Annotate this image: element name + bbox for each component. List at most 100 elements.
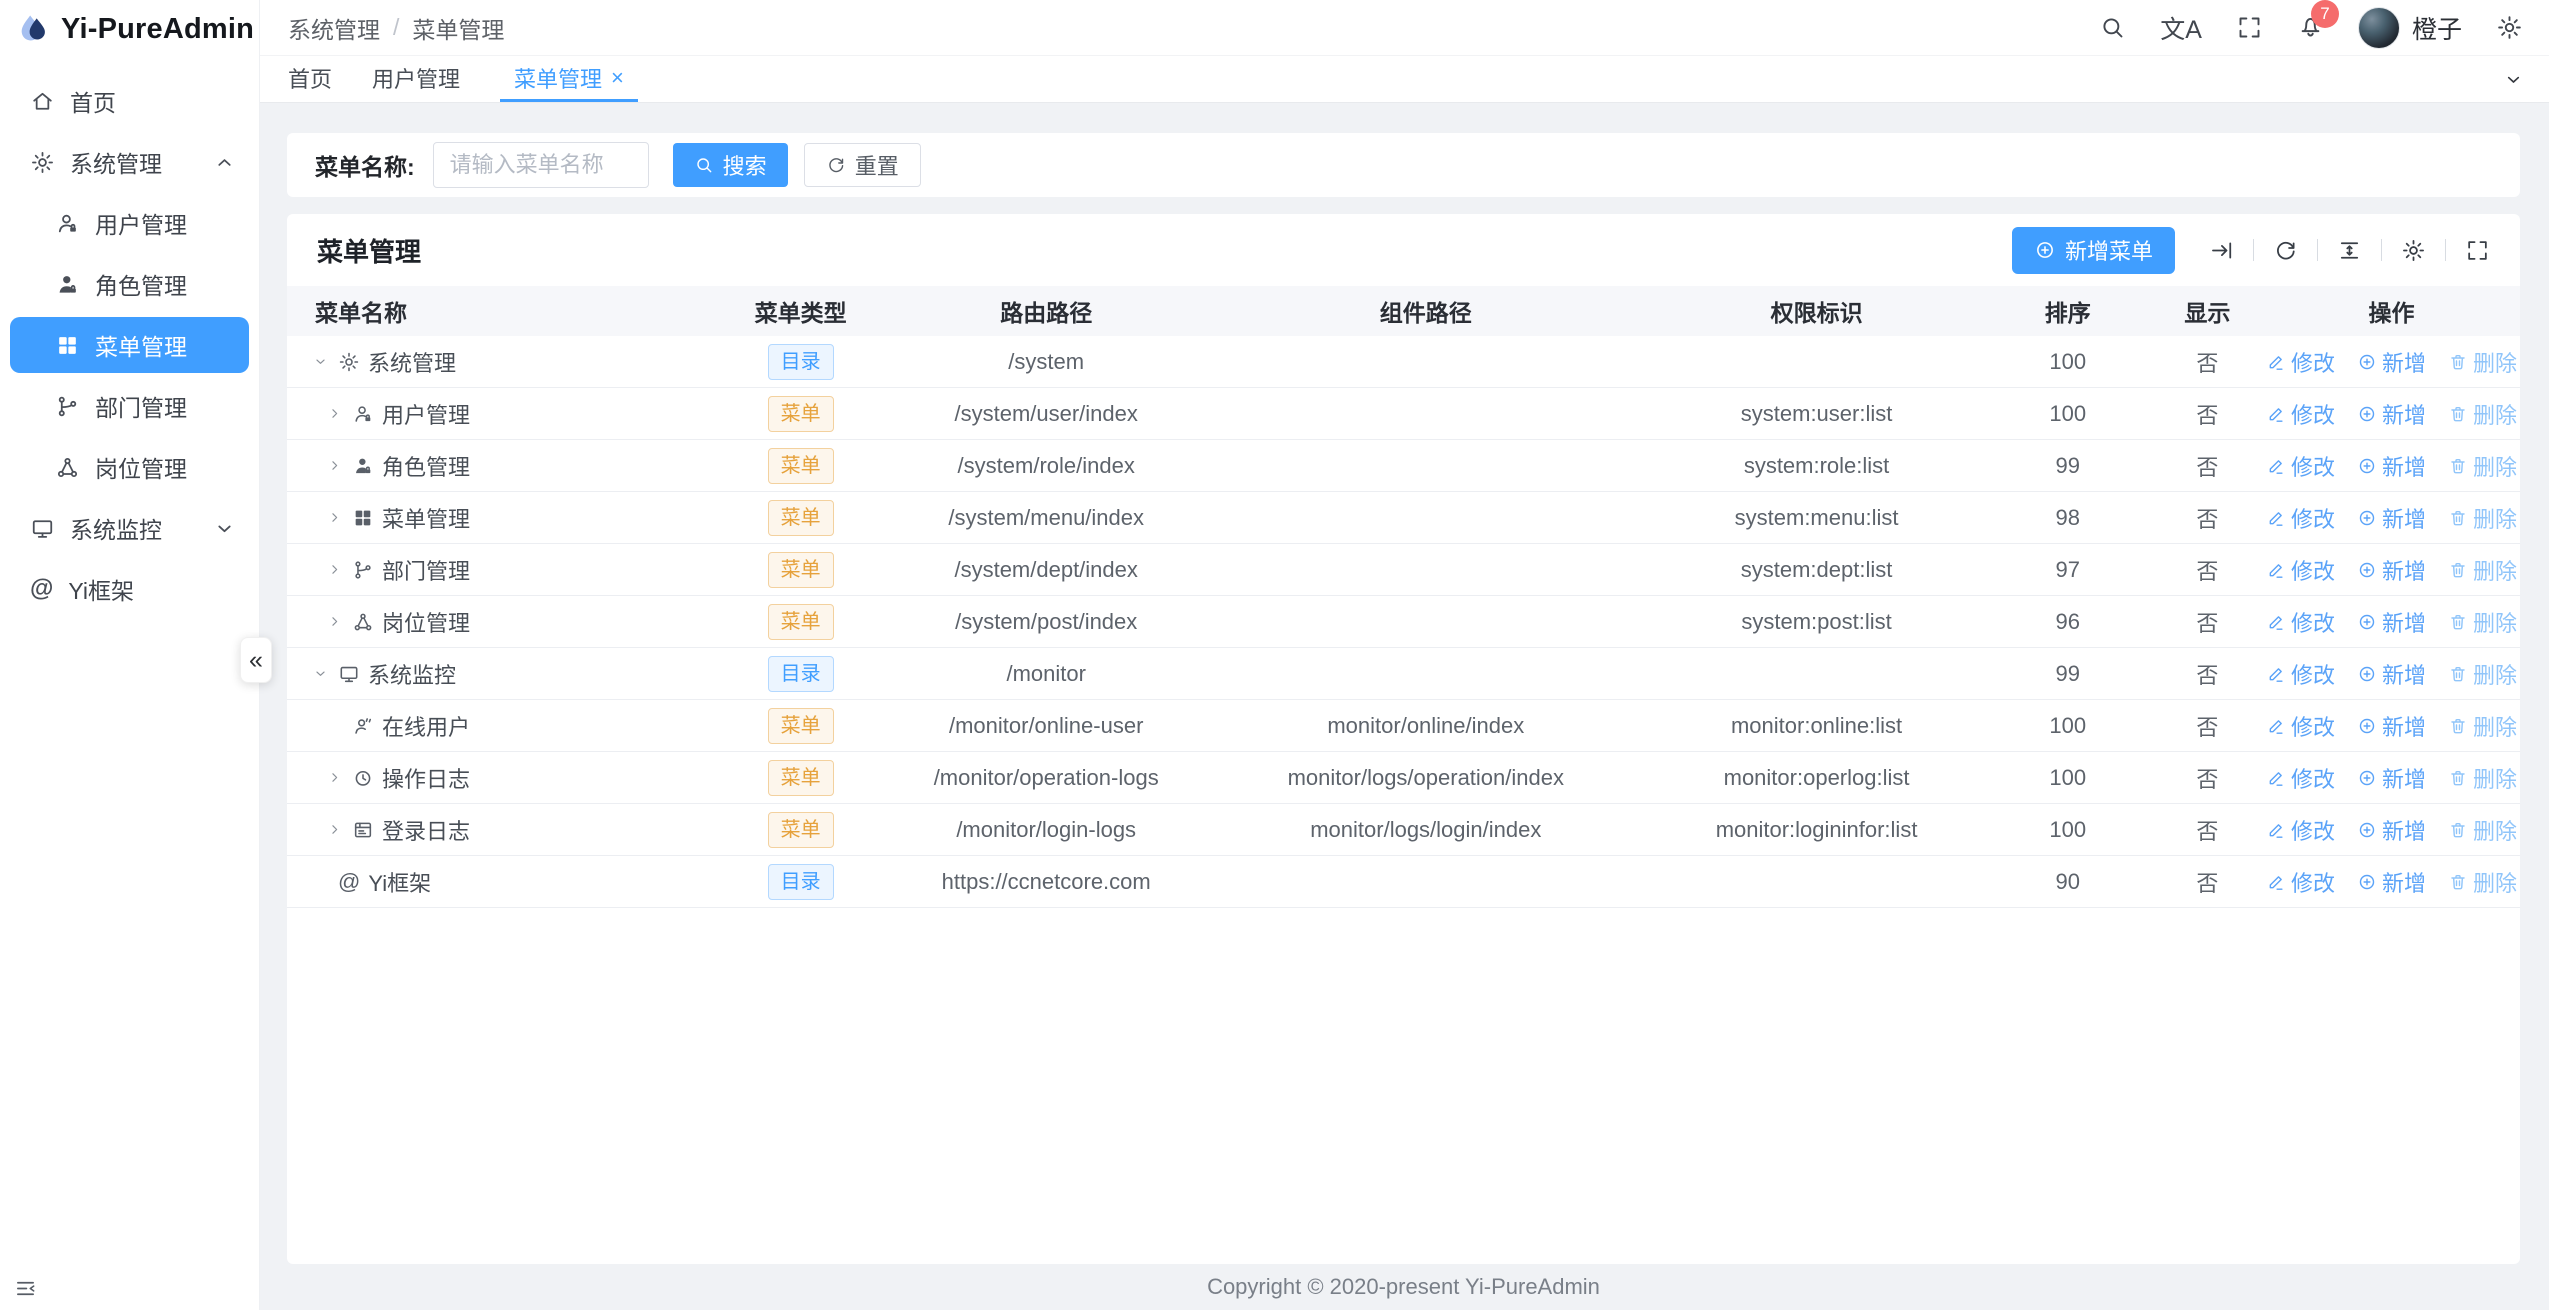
add-link[interactable]: 新增 <box>2357 814 2426 846</box>
app-logo[interactable]: Yi-PureAdmin <box>0 0 259 58</box>
column-header-visible: 显示 <box>2184 300 2231 326</box>
table-fullscreen-icon[interactable] <box>2465 238 2490 263</box>
add-link[interactable]: 新增 <box>2357 606 2426 638</box>
row-chevron-right-icon[interactable] <box>326 821 344 838</box>
translate-icon[interactable]: 文A <box>2160 15 2202 44</box>
row-density-icon[interactable] <box>2337 238 2362 263</box>
reset-button[interactable]: 重置 <box>803 143 921 187</box>
cell-menu-name: 系统监控 <box>287 658 711 690</box>
menu-name-text: 操作日志 <box>382 766 471 792</box>
cell-menu-type: 目录 <box>711 863 890 900</box>
sidebar-item-Yi框架[interactable]: @ Yi框架 <box>0 561 259 617</box>
edit-link[interactable]: 修改 <box>2266 554 2335 586</box>
add-menu-button[interactable]: 新增菜单 <box>2011 226 2175 274</box>
plus-circle-icon <box>2357 508 2377 528</box>
add-link[interactable]: 新增 <box>2357 866 2426 898</box>
table-card-header: 菜单管理 新增菜单 <box>287 214 2520 286</box>
sidebar-item-首页[interactable]: 首页 <box>0 73 259 129</box>
delete-link[interactable]: 删除 <box>2448 710 2517 742</box>
trash-icon <box>2448 560 2468 580</box>
add-link[interactable]: 新增 <box>2357 398 2426 430</box>
tab-user-management[interactable]: 用户管理 <box>372 56 460 102</box>
delete-link[interactable]: 删除 <box>2448 398 2517 430</box>
fullscreen-icon[interactable] <box>2236 14 2263 41</box>
user-menu[interactable]: 橙子 <box>2357 6 2462 49</box>
cell-actions: 修改 新增 删除 <box>2263 606 2520 638</box>
row-chevron-down-icon[interactable] <box>312 665 330 682</box>
sidebar-item-系统监控[interactable]: 系统监控 <box>0 500 259 556</box>
tab-options-button[interactable] <box>2478 56 2549 102</box>
add-link[interactable]: 新增 <box>2357 710 2426 742</box>
tab-home[interactable]: 首页 <box>288 56 332 102</box>
expand-all-icon[interactable] <box>2209 238 2234 263</box>
menu-type-badge: 菜单 <box>767 499 834 536</box>
add-link[interactable]: 新增 <box>2357 554 2426 586</box>
edit-link[interactable]: 修改 <box>2266 606 2335 638</box>
edit-link[interactable]: 修改 <box>2266 346 2335 378</box>
trash-icon <box>2448 612 2468 632</box>
menu-name-text: 登录日志 <box>382 818 471 844</box>
sidebar-item-部门管理[interactable]: 部门管理 <box>0 378 259 434</box>
sidebar-item-系统管理[interactable]: 系统管理 <box>0 134 259 190</box>
row-chevron-right-icon[interactable] <box>326 457 344 474</box>
monitor-icon <box>30 516 55 541</box>
sidebar-item-label: 岗位管理 <box>95 456 187 482</box>
delete-link[interactable]: 删除 <box>2448 762 2517 794</box>
add-link[interactable]: 新增 <box>2357 658 2426 690</box>
table-header-row: 菜单名称 菜单类型 路由路径 组件路径 权限标识 排序 显示 操作 <box>287 286 2520 336</box>
table-row: @ Yi框架 目录 https://ccnetcore.com 90 否 修改 新增 删除 <box>287 856 2520 908</box>
cell-menu-type: 目录 <box>711 655 890 692</box>
sidebar-item-用户管理[interactable]: 用户管理 <box>0 195 259 251</box>
search-button[interactable]: 搜索 <box>672 143 788 187</box>
tab-menu-management[interactable]: 菜单管理 × <box>500 56 638 102</box>
row-chevron-down-icon[interactable] <box>312 353 330 370</box>
cell-menu-type: 菜单 <box>711 395 890 432</box>
plus-circle-icon <box>2357 872 2377 892</box>
delete-link[interactable]: 删除 <box>2448 866 2517 898</box>
dept-icon <box>55 394 80 419</box>
sidebar-item-岗位管理[interactable]: 岗位管理 <box>0 439 259 495</box>
edit-link[interactable]: 修改 <box>2266 710 2335 742</box>
delete-link[interactable]: 删除 <box>2448 814 2517 846</box>
edit-link[interactable]: 修改 <box>2266 814 2335 846</box>
row-chevron-right-icon[interactable] <box>326 405 344 422</box>
sidebar-item-菜单管理[interactable]: 菜单管理 <box>10 317 249 373</box>
settings-gear-icon[interactable] <box>2496 14 2523 41</box>
add-link[interactable]: 新增 <box>2357 450 2426 482</box>
menu-name-text: 岗位管理 <box>382 610 471 636</box>
breadcrumb-item[interactable]: 系统管理 <box>288 16 380 43</box>
sidebar-item-角色管理[interactable]: 角色管理 <box>0 256 259 312</box>
sidebar-collapse-button[interactable]: « <box>240 637 272 683</box>
row-chevron-right-icon[interactable] <box>326 561 344 578</box>
delete-link[interactable]: 删除 <box>2448 606 2517 638</box>
column-settings-gear-icon[interactable] <box>2401 238 2426 263</box>
row-chevron-right-icon[interactable] <box>326 613 344 630</box>
notifications-button[interactable]: 7 <box>2297 0 2339 44</box>
table-row: 部门管理 菜单/system/dept/index system:dept:list… <box>287 544 2520 596</box>
delete-link[interactable]: 删除 <box>2448 502 2517 534</box>
search-icon[interactable] <box>2099 14 2126 41</box>
add-link[interactable]: 新增 <box>2357 762 2426 794</box>
sidebar-item-label: 用户管理 <box>95 212 187 238</box>
delete-link[interactable]: 删除 <box>2448 658 2517 690</box>
edit-link[interactable]: 修改 <box>2266 762 2335 794</box>
edit-link[interactable]: 修改 <box>2266 398 2335 430</box>
edit-link[interactable]: 修改 <box>2266 866 2335 898</box>
menu-name-text: 系统管理 <box>368 350 457 376</box>
edit-link[interactable]: 修改 <box>2266 658 2335 690</box>
tab-close-icon[interactable]: × <box>611 64 624 90</box>
menu-fold-icon[interactable] <box>14 1277 37 1300</box>
add-link[interactable]: 新增 <box>2357 502 2426 534</box>
refresh-table-icon[interactable] <box>2273 238 2298 263</box>
add-link[interactable]: 新增 <box>2357 346 2426 378</box>
cell-actions: 修改 新增 删除 <box>2263 658 2520 690</box>
delete-link[interactable]: 删除 <box>2448 450 2517 482</box>
row-chevron-right-icon[interactable] <box>326 769 344 786</box>
row-chevron-right-icon[interactable] <box>326 509 344 526</box>
delete-link[interactable]: 删除 <box>2448 554 2517 586</box>
edit-link[interactable]: 修改 <box>2266 450 2335 482</box>
menu-name-input[interactable] <box>432 142 649 188</box>
delete-link[interactable]: 删除 <box>2448 346 2517 378</box>
plus-circle-icon <box>2357 716 2377 736</box>
edit-link[interactable]: 修改 <box>2266 502 2335 534</box>
